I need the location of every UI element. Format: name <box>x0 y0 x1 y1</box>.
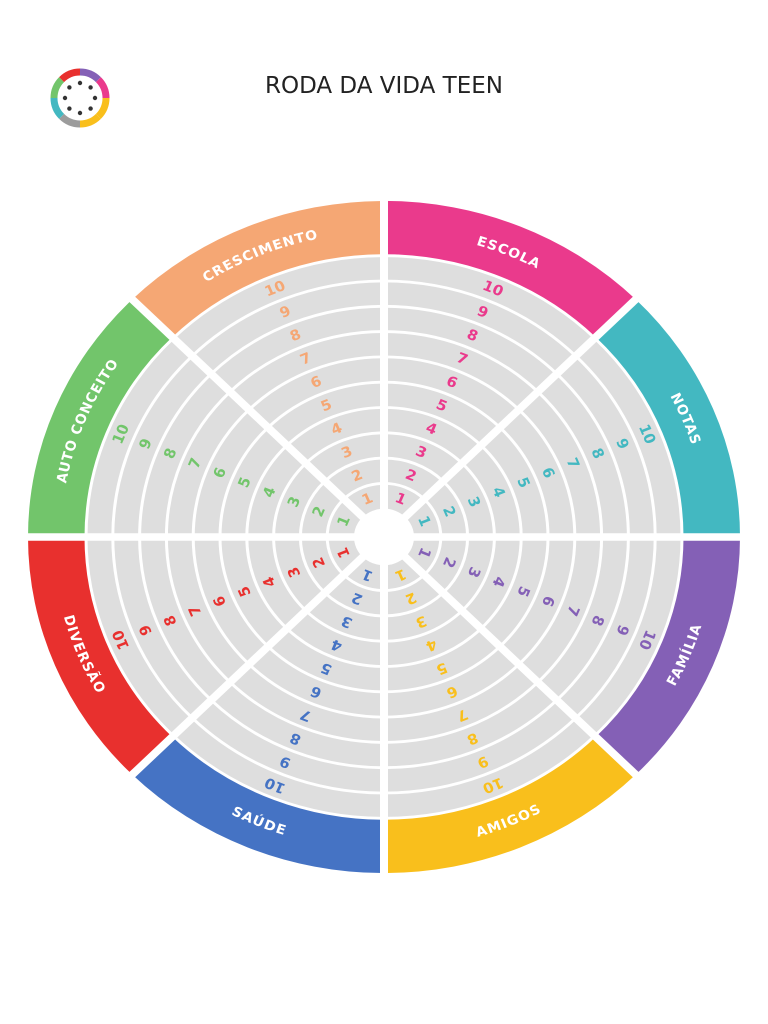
segment-band <box>384 735 636 874</box>
segment-band <box>594 299 740 537</box>
scale-number: 10 <box>262 774 288 797</box>
segment-band <box>384 200 636 339</box>
segment-band <box>594 537 740 775</box>
title: RODA DA VIDA TEEN <box>265 73 503 99</box>
scale-number: 10 <box>262 277 288 300</box>
scale-number: 10 <box>480 774 506 797</box>
segment-band <box>28 299 174 537</box>
segment-band <box>132 200 384 339</box>
center-hole <box>354 508 414 566</box>
segment-band <box>28 537 174 775</box>
logo <box>50 68 110 128</box>
scale-number: 10 <box>480 277 506 300</box>
segment-band <box>132 735 384 874</box>
